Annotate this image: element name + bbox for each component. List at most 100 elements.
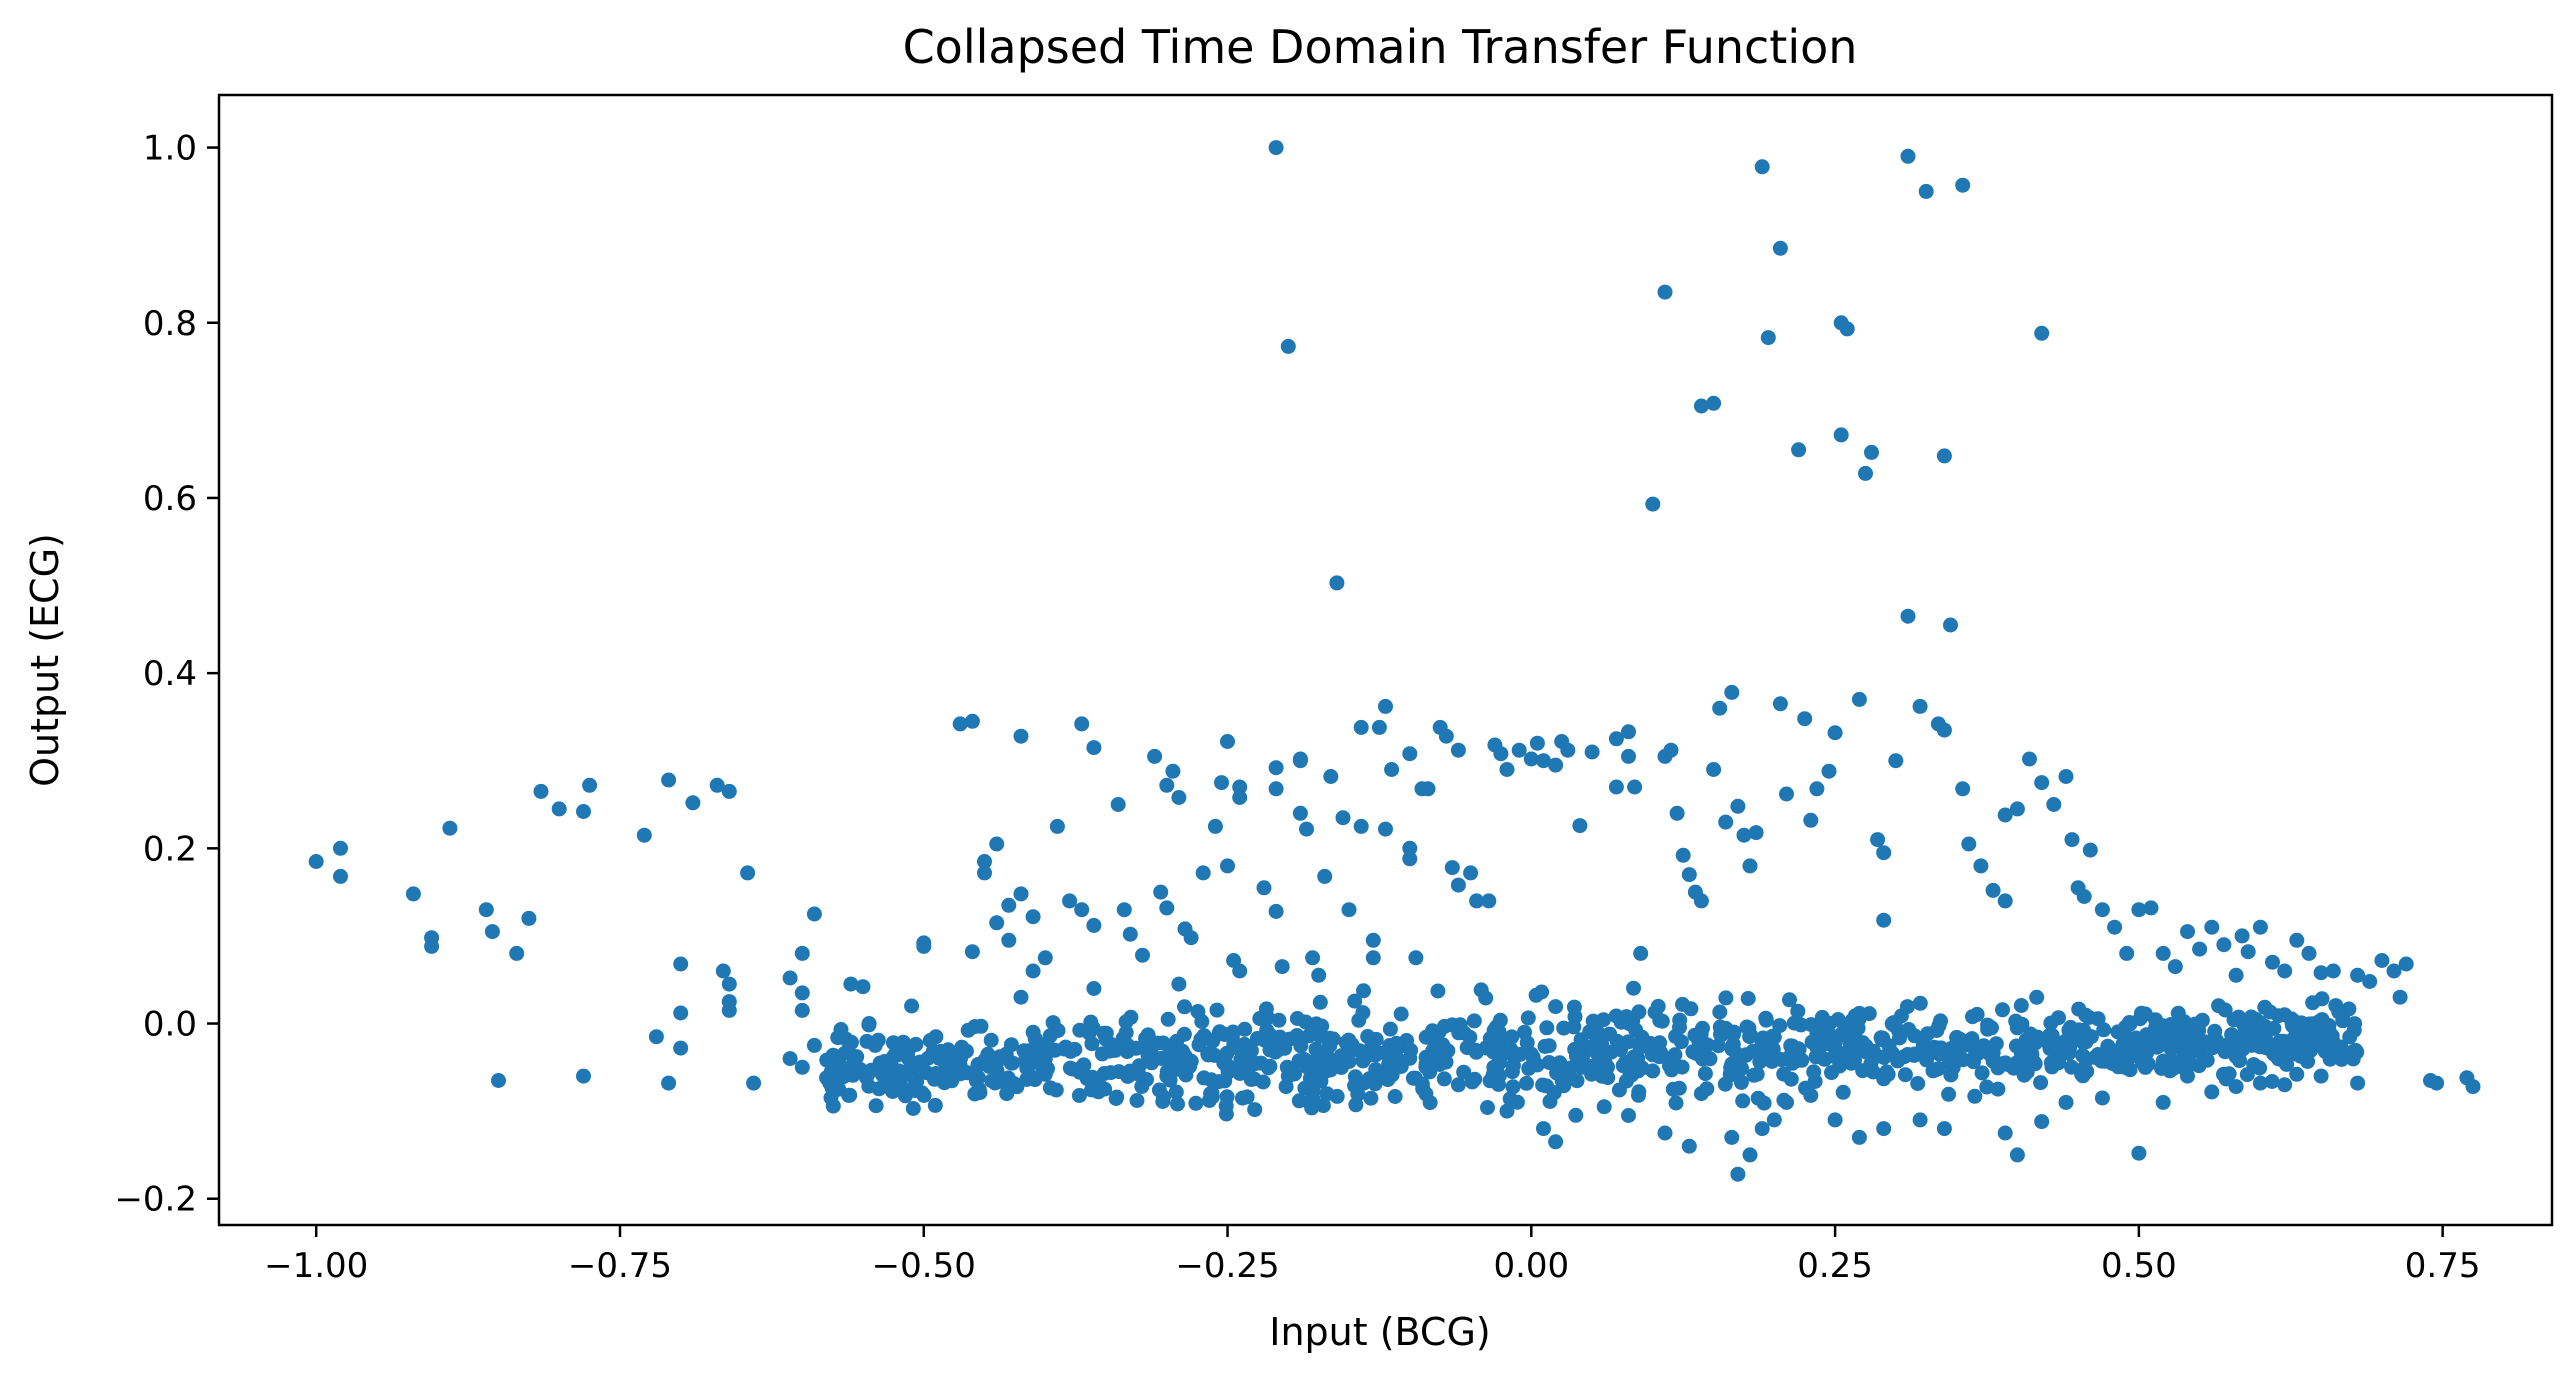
scatter-point xyxy=(1393,1006,1409,1022)
scatter-point xyxy=(2081,1009,2097,1025)
scatter-point xyxy=(1013,886,1029,902)
scatter-point xyxy=(1256,880,1272,896)
scatter-point xyxy=(1990,1081,2006,1097)
scatter-point xyxy=(1633,945,1649,961)
scatter-point xyxy=(1839,321,1855,337)
scatter-point xyxy=(2289,932,2305,948)
scatter-point xyxy=(1450,1077,1466,1093)
scatter-point xyxy=(1301,1028,1317,1044)
scatter-point xyxy=(2064,832,2080,848)
scatter-point xyxy=(1219,1089,1235,1105)
scatter-point xyxy=(1933,1040,1949,1056)
scatter-point xyxy=(1418,1029,1434,1045)
scatter-point xyxy=(782,1051,798,1067)
scatter-point xyxy=(2044,1059,2060,1075)
scatter-point xyxy=(2034,325,2050,341)
scatter-point xyxy=(2167,959,2183,975)
scatter-point xyxy=(582,777,598,793)
scatter-point xyxy=(1048,1082,1064,1098)
scatter-point xyxy=(1742,1029,1758,1045)
scatter-point xyxy=(782,970,798,986)
scatter-point xyxy=(1504,1029,1520,1045)
scatter-point xyxy=(2076,1022,2092,1038)
scatter-point xyxy=(1438,728,1454,744)
scatter-point xyxy=(2350,1075,2366,1091)
scatter-point xyxy=(2155,1094,2171,1110)
scatter-point xyxy=(900,1051,916,1066)
scatter-point xyxy=(1804,1034,1820,1050)
scatter-point xyxy=(1693,893,1709,909)
scatter-point xyxy=(673,1040,689,1056)
scatter-point xyxy=(1918,183,1934,199)
scatter-point xyxy=(1870,832,1886,848)
scatter-point xyxy=(1920,1026,1936,1042)
scatter-point xyxy=(1347,993,1363,1009)
scatter-point xyxy=(1806,1064,1822,1080)
scatter-point xyxy=(2275,1033,2291,1049)
scatter-point xyxy=(1387,1089,1403,1104)
y-axis: −0.2 0.0 0.2 0.4 0.6 0.8 1.0 xyxy=(114,129,219,1220)
y-tick-label: 0.8 xyxy=(143,304,197,344)
scatter-point xyxy=(1712,1004,1728,1020)
y-tick-label: 0.6 xyxy=(143,479,197,519)
scatter-point xyxy=(1249,1031,1265,1046)
scatter-point xyxy=(1539,1020,1555,1036)
scatter-point xyxy=(1548,1134,1564,1150)
scatter-point xyxy=(1499,762,1515,777)
scatter-point xyxy=(2034,1114,2050,1130)
scatter-point xyxy=(1207,818,1223,834)
scatter-point xyxy=(1529,1057,1545,1073)
scatter-point xyxy=(1729,1058,1744,1074)
scatter-point xyxy=(1586,1037,1602,1053)
scatter-point xyxy=(1943,1067,1959,1083)
scatter-point xyxy=(1481,893,1497,909)
scatter-point xyxy=(1858,465,1873,481)
scatter-point xyxy=(1237,1021,1253,1037)
scatter-point xyxy=(1766,1112,1782,1128)
scatter-point xyxy=(1997,1055,2013,1071)
scatter-point xyxy=(2033,1075,2049,1091)
scatter-point xyxy=(1664,1053,1680,1069)
scatter-point xyxy=(954,1039,970,1055)
scatter-point xyxy=(673,956,689,972)
scatter-point xyxy=(1651,1049,1667,1065)
scatter-point xyxy=(2346,1022,2362,1038)
scatter-point xyxy=(1214,775,1229,791)
scatter-point xyxy=(1851,1129,1867,1145)
scatter-point xyxy=(2061,1046,2077,1061)
scatter-point xyxy=(1309,1051,1325,1067)
scatter-point xyxy=(1013,728,1029,744)
scatter-point xyxy=(977,865,992,881)
scatter-point xyxy=(1271,1012,1287,1028)
y-tick-label: −0.2 xyxy=(114,1180,197,1220)
scatter-point xyxy=(1209,1002,1225,1018)
scatter-point xyxy=(2197,1034,2213,1050)
scatter-point xyxy=(1408,950,1424,966)
scatter-point xyxy=(904,998,920,1014)
scatter-point xyxy=(1352,1043,1368,1059)
scatter-point xyxy=(1668,1095,1684,1111)
scatter-point xyxy=(1943,617,1958,633)
scatter-point xyxy=(1142,1041,1158,1056)
scatter-point xyxy=(1536,753,1551,769)
scatter-point xyxy=(1567,1009,1583,1025)
scatter-point xyxy=(1201,1093,1217,1108)
scatter-point xyxy=(1797,711,1813,727)
scatter-point xyxy=(2333,1039,2349,1055)
scatter-point xyxy=(1556,1020,1572,1036)
scatter-point xyxy=(2243,1009,2259,1025)
scatter-point xyxy=(1220,734,1235,749)
scatter-point xyxy=(1252,1011,1268,1026)
scatter-point xyxy=(1560,742,1576,758)
scatter-point xyxy=(1546,1085,1562,1101)
x-tick-label: 0.50 xyxy=(2101,1246,2177,1286)
scatter-point xyxy=(1730,1166,1746,1182)
scatter-point xyxy=(1748,825,1764,841)
scatter-point xyxy=(1162,1072,1178,1088)
scatter-point xyxy=(1311,967,1327,983)
scatter-point xyxy=(2043,1015,2059,1031)
scatter-point xyxy=(1111,1039,1127,1055)
scatter-point xyxy=(1681,1138,1697,1154)
scatter-point xyxy=(870,1032,886,1048)
scatter-point xyxy=(1528,987,1544,1003)
